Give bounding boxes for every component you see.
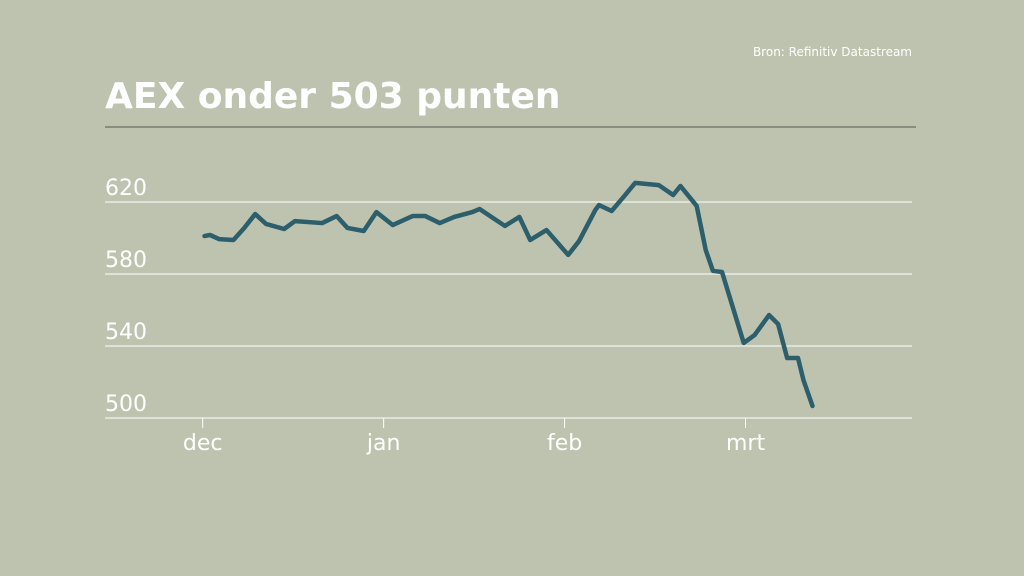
x-tick-label: dec (183, 431, 223, 456)
source: Bron: Refinitiv Datastream (753, 45, 912, 59)
y-tick-label: 500 (105, 392, 147, 417)
chart-title: AEX onder 503 punten (105, 76, 561, 117)
y-tick-label: 580 (105, 248, 147, 273)
y-tick-label: 540 (105, 320, 147, 345)
line (202, 180, 815, 409)
x-tick-label: feb (547, 431, 582, 456)
x-tick-label: jan (366, 431, 401, 456)
x-tick-label: mrt (726, 431, 765, 456)
y-tick-label: 620 (105, 176, 147, 201)
